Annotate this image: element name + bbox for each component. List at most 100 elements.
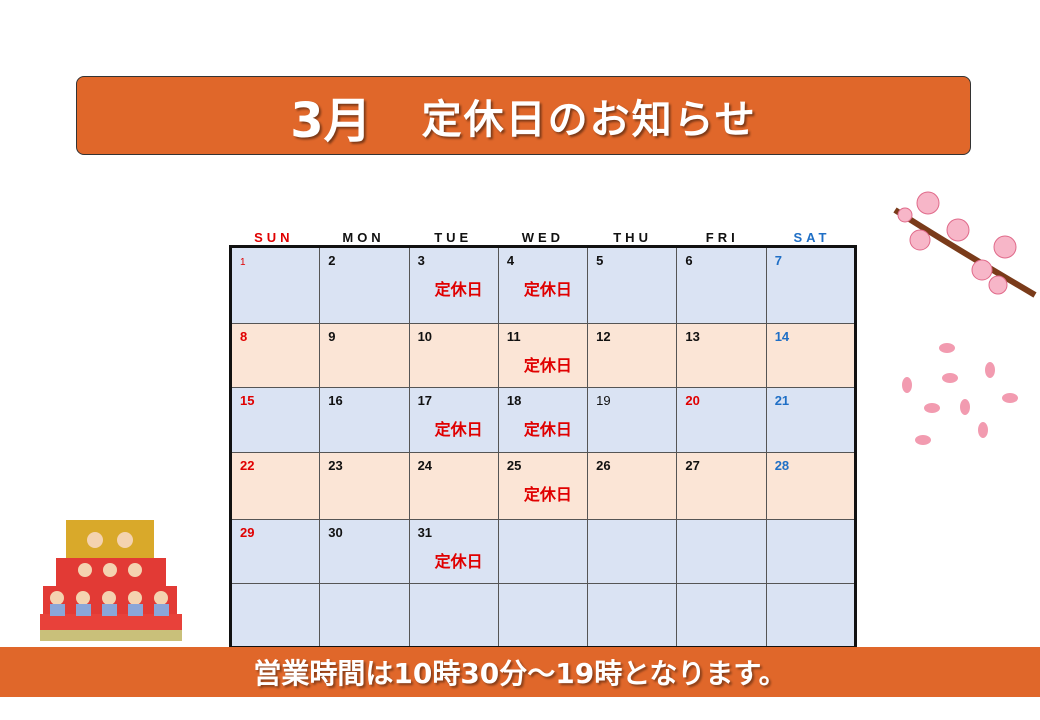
calendar-day-cell: 12 bbox=[587, 323, 678, 388]
calendar-day-cell bbox=[497, 583, 589, 648]
day-number: 15 bbox=[240, 393, 255, 408]
day-number: 30 bbox=[328, 525, 343, 540]
day-number: 14 bbox=[774, 329, 790, 344]
calendar-day-cell bbox=[497, 519, 589, 584]
calendar-day-cell: 24 bbox=[408, 452, 499, 520]
day-number: 24 bbox=[417, 458, 433, 473]
calendar-day-cell bbox=[765, 583, 857, 648]
calendar-day-cell bbox=[676, 583, 767, 648]
weekday-tue: TUE bbox=[434, 230, 473, 245]
calendar-day-cell: 25 定休日 bbox=[497, 452, 589, 520]
calendar-day-cell: 27 bbox=[676, 452, 767, 520]
day-number: 5 bbox=[596, 253, 604, 268]
calendar-day-cell: 5 bbox=[587, 246, 678, 324]
day-number: 18 bbox=[506, 393, 522, 408]
cherry-blossom-branch-icon bbox=[893, 191, 1037, 298]
calendar-week-row: 22 23 24 25 定休日 26 27 28 bbox=[229, 452, 857, 520]
day-number: 23 bbox=[328, 458, 343, 473]
title-banner: 3月 定休日のお知らせ bbox=[76, 76, 971, 155]
day-number: 26 bbox=[596, 458, 611, 473]
calendar-day-cell: 18 定休日 bbox=[497, 387, 589, 453]
business-hours-text: 営業時間は10時30分～19時となります。 bbox=[253, 657, 787, 690]
calendar-day-cell: 17 定休日 bbox=[408, 387, 499, 453]
calendar-week-row: 1 2 3 定休日 4 定休日 5 6 7 bbox=[229, 246, 857, 324]
calendar-day-cell bbox=[408, 583, 499, 648]
day-number: 25 bbox=[506, 458, 522, 473]
day-number: 16 bbox=[328, 393, 343, 408]
calendar-day-cell bbox=[587, 519, 678, 584]
day-number: 28 bbox=[774, 458, 790, 473]
day-number: 9 bbox=[328, 329, 336, 344]
calendar-day-cell: 4 定休日 bbox=[497, 246, 589, 324]
calendar-week-row: 29 30 31 定休日 bbox=[229, 519, 857, 584]
day-number: 1 bbox=[240, 257, 246, 268]
day-number: 22 bbox=[240, 458, 255, 473]
falling-petals-icon bbox=[902, 343, 1018, 445]
calendar-day-cell: 9 bbox=[319, 323, 410, 388]
hina-dolls-icon bbox=[40, 520, 182, 641]
day-number: 3 bbox=[417, 253, 425, 268]
weekday-thu: THU bbox=[613, 230, 652, 245]
month-label: 3月 bbox=[290, 92, 372, 149]
day-number: 31 bbox=[417, 525, 433, 540]
calendar-day-cell: 14 bbox=[765, 323, 857, 388]
weekday-sat: SAT bbox=[793, 230, 831, 245]
day-number: 10 bbox=[417, 329, 433, 344]
calendar-day-cell: 16 bbox=[319, 387, 410, 453]
closed-day-label: 定休日 bbox=[523, 422, 572, 439]
calendar-day-cell: 20 bbox=[676, 387, 767, 453]
weekday-sun: SUN bbox=[254, 230, 294, 245]
calendar-grid: 1 2 3 定休日 4 定休日 5 6 7 8 9 10 11 定休日 12 13 14 15 16 17 定休日 18 定… bbox=[229, 245, 857, 649]
day-number: 17 bbox=[417, 393, 433, 408]
day-number: 6 bbox=[685, 253, 693, 268]
calendar-day-cell: 13 bbox=[676, 323, 767, 388]
weekday-fri: FRI bbox=[705, 230, 739, 245]
calendar-day-cell: 22 bbox=[229, 452, 321, 520]
calendar-day-cell: 1 bbox=[229, 246, 321, 324]
calendar-day-cell: 19 bbox=[587, 387, 678, 453]
calendar-week-row: 15 16 17 定休日 18 定休日 19 20 21 bbox=[229, 387, 857, 453]
weekday-mon: MON bbox=[342, 230, 385, 245]
calendar-day-cell: 23 bbox=[319, 452, 410, 520]
day-number: 4 bbox=[506, 253, 515, 268]
business-hours-footer: 営業時間は10時30分～19時となります。 bbox=[0, 647, 1040, 697]
day-number: 19 bbox=[596, 393, 611, 408]
calendar-day-cell: 28 bbox=[765, 452, 857, 520]
banner-title: 定休日のお知らせ bbox=[421, 96, 757, 143]
calendar-day-cell: 8 bbox=[229, 323, 321, 388]
day-number: 12 bbox=[596, 329, 611, 344]
calendar-day-cell: 2 bbox=[319, 246, 410, 324]
closed-day-label: 定休日 bbox=[523, 282, 572, 299]
calendar-day-cell: 29 bbox=[229, 519, 321, 584]
calendar-day-cell bbox=[319, 583, 410, 648]
day-number: 27 bbox=[685, 458, 700, 473]
closed-day-label: 定休日 bbox=[523, 487, 572, 504]
day-number: 20 bbox=[685, 393, 700, 408]
day-number: 21 bbox=[774, 393, 790, 408]
closed-day-label: 定休日 bbox=[434, 282, 483, 299]
calendar-week-row: 8 9 10 11 定休日 12 13 14 bbox=[229, 323, 857, 388]
calendar-day-cell: 6 bbox=[676, 246, 767, 324]
calendar-day-cell bbox=[765, 519, 857, 584]
closed-day-label: 定休日 bbox=[523, 358, 572, 375]
calendar-day-cell: 21 bbox=[765, 387, 857, 453]
closed-day-label: 定休日 bbox=[434, 554, 483, 571]
calendar-day-cell: 15 bbox=[229, 387, 321, 453]
calendar-day-cell: 30 bbox=[319, 519, 410, 584]
calendar-day-cell bbox=[676, 519, 767, 584]
calendar-week-row bbox=[229, 583, 857, 648]
day-number: 8 bbox=[240, 329, 248, 344]
day-number: 7 bbox=[774, 253, 782, 268]
weekday-wed: WED bbox=[521, 230, 565, 245]
day-number: 13 bbox=[685, 329, 700, 344]
calendar-day-cell: 31 定休日 bbox=[408, 519, 499, 584]
calendar-day-cell: 7 bbox=[765, 246, 857, 324]
calendar-day-cell: 10 bbox=[408, 323, 499, 388]
calendar-day-cell: 3 定休日 bbox=[408, 246, 499, 324]
day-number: 2 bbox=[328, 253, 336, 268]
calendar-day-cell bbox=[587, 583, 678, 648]
day-number: 29 bbox=[240, 525, 255, 540]
closed-day-label: 定休日 bbox=[434, 422, 483, 439]
day-number: 11 bbox=[506, 329, 521, 344]
weekday-header: SUN MON TUE WED THU FRI SAT bbox=[229, 230, 857, 245]
